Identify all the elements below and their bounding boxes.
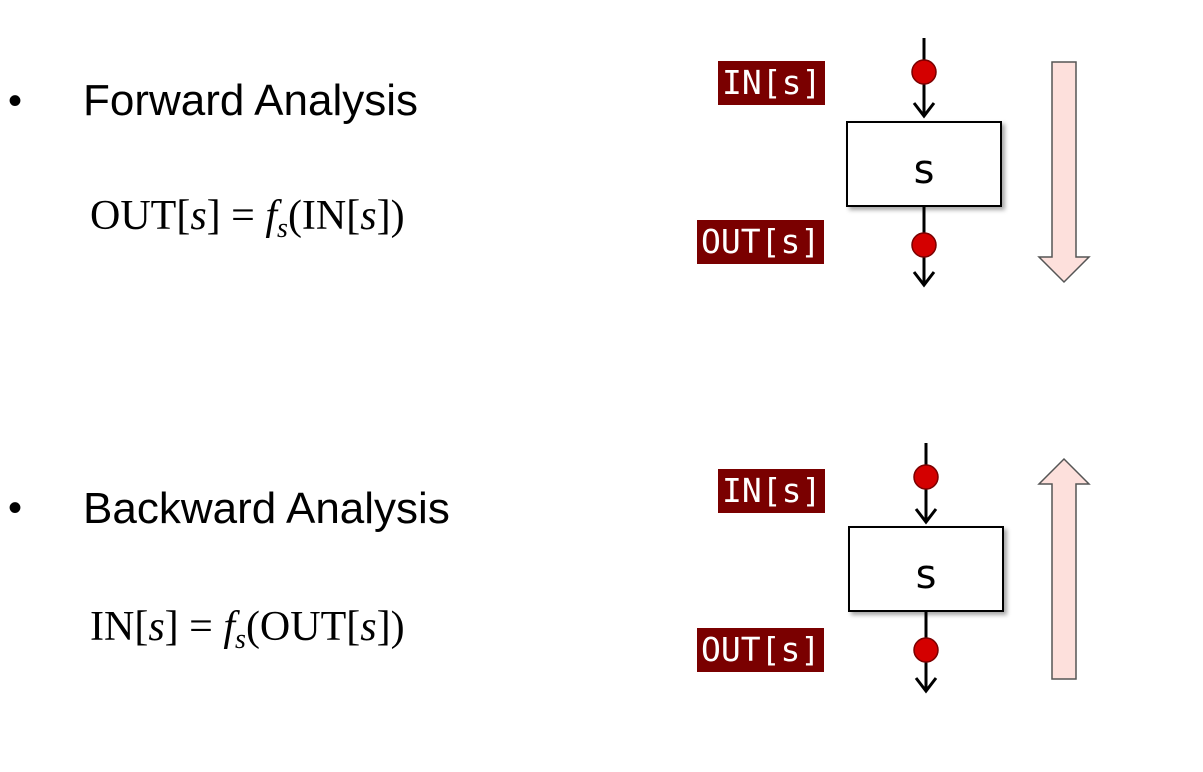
forward-out-dot bbox=[911, 232, 937, 258]
backward-eq-arg-open: (OUT[ bbox=[245, 604, 361, 650]
forward-in-arrowhead bbox=[912, 102, 936, 119]
backward-eq-f: f bbox=[223, 604, 236, 650]
forward-heading: Forward Analysis bbox=[83, 76, 419, 125]
backward-in-label: IN[s] bbox=[718, 469, 826, 513]
backward-heading: Backward Analysis bbox=[83, 484, 450, 533]
forward-out-arrowhead bbox=[912, 271, 936, 288]
backward-out-label: OUT[s] bbox=[697, 628, 825, 672]
forward-eq-f: f bbox=[265, 193, 278, 239]
backward-equation: IN[s] = fs(OUT[s]) bbox=[90, 603, 405, 654]
forward-out-label: OUT[s] bbox=[697, 220, 825, 264]
forward-eq-lhs: OUT[ bbox=[90, 193, 191, 239]
backward-statement-box bbox=[848, 526, 1004, 612]
forward-bullet: • bbox=[8, 79, 23, 123]
backward-eq-lhs: IN[ bbox=[90, 604, 149, 650]
forward-box-label: s bbox=[914, 147, 935, 193]
backward-direction-arrow bbox=[1037, 457, 1091, 680]
forward-eq-arg-open: (IN[ bbox=[287, 193, 361, 239]
forward-eq-sub: s bbox=[277, 213, 288, 244]
backward-in-dot bbox=[913, 464, 939, 490]
forward-diagram bbox=[846, 38, 1091, 288]
backward-eq-arg-var: s bbox=[360, 604, 377, 650]
forward-eq-arg-close: ]) bbox=[376, 193, 405, 239]
backward-diagram bbox=[848, 443, 1091, 694]
backward-eq-sub: s bbox=[235, 624, 246, 655]
backward-eq-lhs-var: s bbox=[148, 604, 165, 650]
forward-eq-lhs-var: s bbox=[190, 193, 207, 239]
forward-in-label: IN[s] bbox=[718, 61, 826, 105]
forward-statement-box bbox=[846, 121, 1002, 207]
forward-equation: OUT[s] = fs(IN[s]) bbox=[90, 192, 405, 243]
forward-eq-lhs-close: ] = bbox=[206, 193, 255, 239]
forward-eq-arg-var: s bbox=[360, 193, 377, 239]
backward-in-arrowhead bbox=[914, 508, 938, 525]
backward-out-arrowhead bbox=[914, 677, 938, 694]
forward-in-dot bbox=[911, 59, 937, 85]
backward-out-dot bbox=[913, 637, 939, 663]
backward-box-label: s bbox=[916, 552, 937, 598]
forward-direction-arrow bbox=[1037, 61, 1091, 284]
backward-eq-lhs-close: ] = bbox=[164, 604, 213, 650]
backward-bullet: • bbox=[8, 486, 23, 530]
backward-eq-arg-close: ]) bbox=[376, 604, 405, 650]
